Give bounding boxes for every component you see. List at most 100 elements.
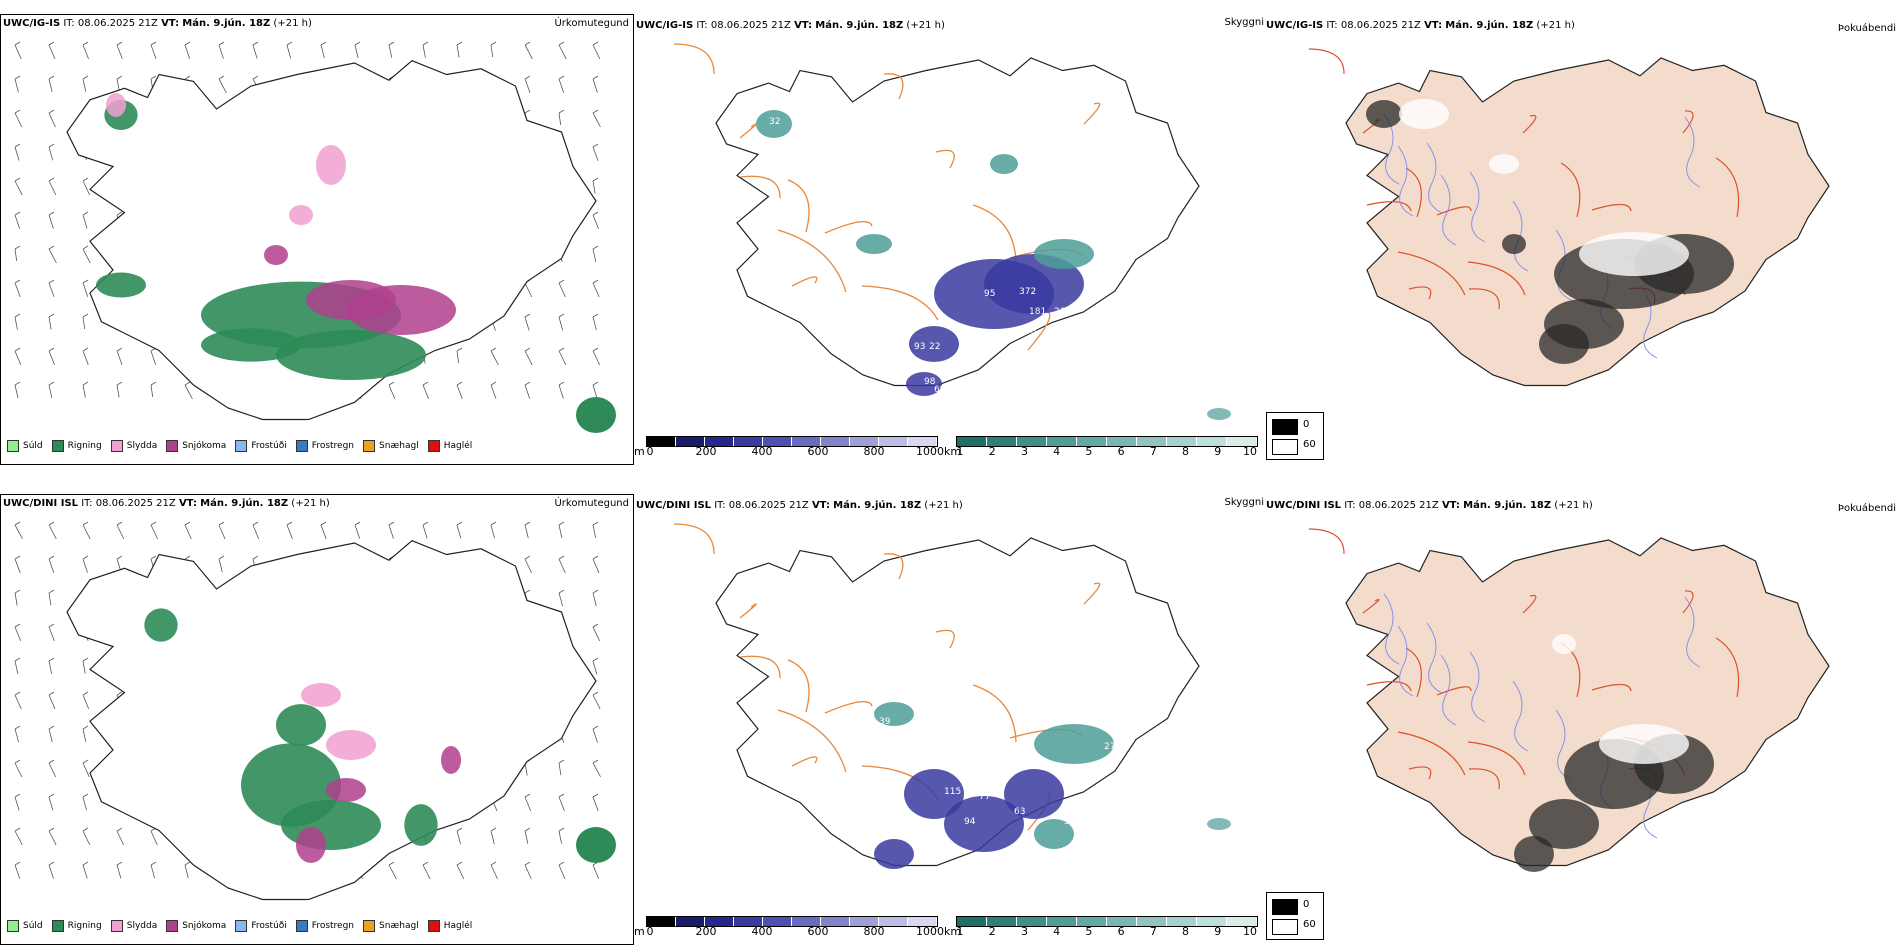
wind-barb-flag [14, 793, 21, 798]
wind-barb-flag [82, 177, 89, 182]
wind-barb-flag [524, 347, 531, 352]
wind-barb-flag [48, 759, 55, 764]
panel-label-precip: Úrkomutegund [554, 18, 629, 29]
precip-legend-swatch [295, 920, 308, 932]
low-cloud-area [944, 796, 1024, 852]
wind-barb [592, 524, 596, 538]
wind-barb-flag [490, 41, 497, 46]
it-value: 08.06.2025 21Z [710, 20, 791, 31]
colorbar-segment [821, 437, 850, 446]
wind-barb [14, 694, 22, 710]
wind-barb-flag [14, 521, 21, 526]
colorbar-segment [1197, 917, 1227, 926]
wind-barb [82, 384, 86, 398]
it-label: IT: [81, 498, 93, 509]
wind-barb-flag [218, 521, 225, 526]
road-line [1436, 686, 1472, 696]
wind-barb [82, 864, 88, 879]
precip-legend-item: Slydda [110, 440, 158, 452]
cloudbase-panel-bottom: UWC/DINI ISL IT: 08.06.2025 21Z VT: Mán.… [634, 494, 1264, 943]
cloud-base-label: 93 [914, 342, 925, 352]
colorbar-segment [734, 917, 763, 926]
wind-barb-flag [388, 41, 395, 46]
precip-legend-item: Súld [7, 440, 43, 452]
wind-barb [592, 282, 600, 298]
iceland-outline [1345, 57, 1830, 387]
wind-barb [490, 864, 498, 880]
wind-barb [558, 524, 563, 538]
river-line [1397, 145, 1414, 217]
wind-barb-flag [184, 41, 191, 46]
wind-barb-flag [558, 75, 565, 80]
colorbar-tick: 4 [1053, 925, 1061, 938]
road-line [972, 204, 1017, 263]
low-visibility-area [856, 234, 892, 254]
wind-barb-flag [524, 793, 531, 798]
colorbar-segment [1197, 437, 1227, 446]
wind-barb [592, 728, 598, 743]
lead-time: (+21 h) [291, 498, 330, 509]
wind-barb [524, 558, 532, 574]
wind-barb-flag [82, 211, 89, 216]
wind-barb-flag [14, 41, 21, 46]
precip-legend-label: Frostregn [311, 921, 355, 931]
wind-barb [422, 384, 429, 400]
wind-barb-flag [82, 793, 89, 798]
colorbar-segment [1047, 437, 1077, 446]
wind-barb-flag [456, 827, 463, 832]
snow-area [441, 746, 461, 774]
sleet-area [326, 730, 376, 760]
colorbar-tick: 6 [1117, 925, 1125, 938]
wind-barb-flag [82, 521, 89, 526]
precip-legend-label: Slydda [126, 441, 158, 451]
wind-barb [82, 660, 86, 674]
wind-barb-flag [48, 75, 55, 80]
wind-barb [490, 524, 495, 539]
wind-barb [558, 830, 562, 844]
precip-legend-label: Haglél [443, 921, 473, 931]
wind-barb [14, 830, 23, 846]
low-cloud-area [1004, 769, 1064, 819]
colorbar-segment [1017, 437, 1047, 446]
road-line [883, 73, 904, 100]
it-value: 08.06.2025 21Z [77, 18, 158, 29]
wind-barb [184, 44, 191, 59]
road-line [1468, 768, 1500, 790]
fog-panel-bottom: UWC/DINI ISL IT: 08.06.2025 21Z VT: Mán.… [1264, 494, 1900, 943]
wind-barb-flag [48, 143, 55, 148]
wind-barb [524, 44, 533, 60]
wind-barb [184, 524, 192, 540]
wind-barb-flag [48, 725, 55, 730]
wind-barb [592, 180, 596, 194]
colorbar-strip [956, 436, 1258, 447]
wind-barb [218, 44, 224, 59]
sleet-area [316, 145, 346, 185]
wind-barb [388, 384, 396, 400]
rain-area [144, 608, 178, 642]
model-name: UWC/IG-IS [1266, 20, 1324, 31]
wind-barb [150, 864, 155, 879]
wind-barb-flag [320, 41, 327, 46]
road-line [1308, 528, 1345, 555]
precip-legend-label: Slydda [126, 921, 158, 931]
wind-barb [14, 762, 23, 778]
wind-barb [48, 694, 56, 710]
precip-legend-label: Rigning [67, 441, 102, 451]
wind-barb-flag [48, 245, 55, 250]
wind-barb-flag [14, 109, 21, 114]
cloud-base-label: 63 [1014, 807, 1025, 817]
colorbar-segment [1077, 917, 1107, 926]
wind-barb-flag [82, 725, 89, 730]
road-line [1715, 637, 1740, 698]
wind-barb [116, 524, 125, 540]
vt-label: VT: [161, 18, 180, 29]
wind-barb-flag [48, 347, 55, 352]
panel-title: UWC/IG-IS IT: 08.06.2025 21Z VT: Mán. 9.… [3, 18, 312, 29]
panel-label-precip: Úrkomutegund [554, 498, 629, 509]
colorbar-tick: 2 [988, 925, 996, 938]
wind-barb [558, 796, 565, 812]
wind-barb [14, 78, 19, 93]
road-line [787, 659, 810, 713]
colorbar-tick: 5 [1085, 925, 1093, 938]
